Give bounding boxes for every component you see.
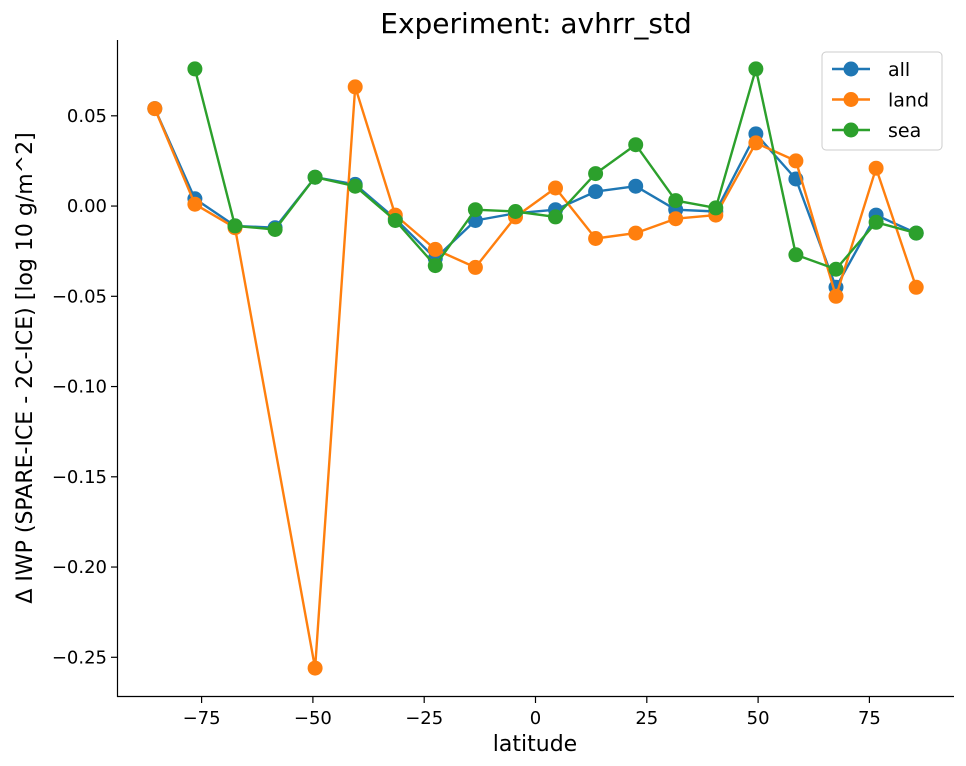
- x-tick-label: −50: [294, 708, 332, 729]
- y-ticks: 0.05 0.00 −0.05 −0.10 −0.15 −0.20 −0.25: [52, 106, 117, 668]
- y-tick-label: −0.10: [52, 377, 107, 398]
- x-ticks: −75 −50 −25 0 25 50 75: [183, 697, 881, 729]
- series-layer: [147, 61, 924, 676]
- data-point-all: [628, 178, 644, 194]
- data-point-land: [548, 180, 563, 196]
- data-point-land: [668, 211, 684, 227]
- legend-item-all: all: [832, 59, 910, 81]
- data-point-sea: [908, 225, 924, 241]
- data-point-land: [147, 101, 163, 117]
- data-point-sea: [307, 169, 323, 185]
- data-point-sea: [668, 193, 684, 209]
- data-point-land: [467, 259, 483, 275]
- y-tick-label: −0.25: [52, 647, 107, 668]
- data-point-sea: [467, 202, 483, 218]
- y-tick-label: 0.05: [67, 106, 107, 127]
- y-tick-label: −0.15: [52, 467, 107, 488]
- data-point-sea: [548, 209, 563, 225]
- y-tick-label: 0.00: [67, 196, 107, 217]
- data-point-land: [187, 196, 203, 212]
- x-tick-label: 50: [747, 708, 770, 729]
- series-sea: [187, 61, 924, 277]
- data-point-all: [588, 184, 604, 200]
- data-point-land: [427, 241, 443, 257]
- legend: all land sea: [821, 51, 943, 151]
- series-land: [147, 79, 924, 676]
- legend-label: land: [888, 90, 929, 112]
- legend-label: all: [888, 59, 910, 81]
- data-point-sea: [628, 137, 644, 153]
- data-point-land: [868, 160, 884, 176]
- data-point-sea: [267, 222, 283, 237]
- data-point-land: [908, 279, 924, 295]
- data-point-land: [628, 225, 644, 241]
- y-tick-label: −0.20: [52, 557, 107, 578]
- x-axis-label: latitude: [493, 732, 577, 757]
- x-tick-label: −25: [405, 708, 443, 729]
- series-line-land: [153, 85, 918, 670]
- data-point-sea: [187, 61, 203, 77]
- legend-label: sea: [888, 120, 921, 142]
- y-tick-label: −0.05: [52, 286, 107, 307]
- data-point-sea: [828, 261, 844, 277]
- legend-item-land: land: [832, 90, 929, 112]
- legend-marker: [843, 92, 859, 107]
- legend-marker: [843, 122, 859, 138]
- data-point-land: [788, 153, 804, 169]
- plot-area: [116, 40, 954, 698]
- chart-title: Experiment: avhrr_std: [380, 7, 691, 40]
- data-point-land: [748, 135, 764, 151]
- data-point-land: [307, 660, 323, 676]
- data-point-land: [347, 79, 363, 95]
- data-point-sea: [508, 204, 523, 219]
- data-point-sea: [588, 166, 604, 182]
- data-point-sea: [387, 213, 403, 228]
- legend-marker: [843, 61, 859, 77]
- data-point-sea: [227, 218, 243, 234]
- y-axis-label: Δ IWP (SPARE-ICE - 2C-ICE) [log 10 g/m^2…: [13, 132, 38, 603]
- series-line-all: [153, 108, 917, 289]
- data-point-sea: [868, 214, 884, 230]
- x-tick-label: −75: [183, 708, 221, 729]
- data-point-sea: [748, 61, 764, 77]
- data-point-sea: [347, 178, 363, 194]
- legend-item-sea: sea: [832, 120, 921, 142]
- x-tick-label: 75: [858, 708, 881, 729]
- x-tick-label: 0: [530, 708, 541, 729]
- data-point-sea: [788, 247, 804, 263]
- data-point-land: [588, 231, 604, 246]
- data-point-land: [828, 288, 844, 304]
- series-line-sea: [193, 67, 917, 271]
- data-point-sea: [708, 200, 724, 216]
- data-point-sea: [427, 258, 443, 274]
- x-tick-label: 25: [635, 708, 658, 729]
